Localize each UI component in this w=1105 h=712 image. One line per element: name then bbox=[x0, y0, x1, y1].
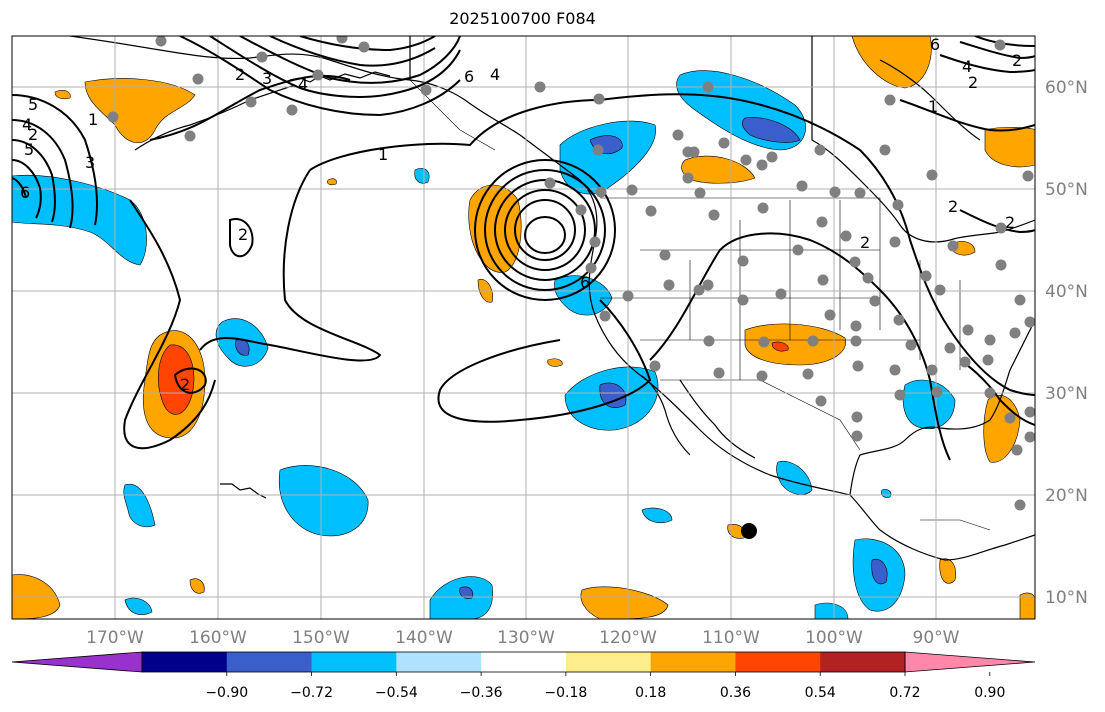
contour-label: 4 bbox=[298, 75, 308, 94]
lon-label: 120°W bbox=[599, 628, 657, 648]
contour-label: 4 bbox=[490, 65, 500, 84]
contour-label: 6 bbox=[464, 67, 474, 86]
colorbar-frame bbox=[141, 651, 906, 673]
map-panel bbox=[12, 36, 1035, 619]
contour-label: 6 bbox=[580, 273, 590, 292]
station-dots bbox=[107, 36, 1035, 511]
lat-label-30n: 30°N bbox=[1045, 384, 1088, 404]
contour-label: 2 bbox=[948, 197, 958, 216]
contour-label-group: 1 2 3 4 5 6 2 1 6 4 2 4 6 2 1 2 3 4 5 6 … bbox=[20, 35, 1022, 394]
lon-label: 90°W bbox=[913, 628, 960, 648]
colorbar-segment bbox=[820, 652, 906, 672]
lon-label: 110°W bbox=[702, 628, 760, 648]
contour-label: 6 bbox=[930, 35, 940, 54]
colorbar-segment bbox=[311, 652, 397, 672]
contour-label: 2 bbox=[860, 233, 870, 252]
latitude-labels: 60°N 50°N 40°N 30°N 20°N 10°N bbox=[1045, 78, 1088, 608]
colorbar-tick-label: −0.18 bbox=[544, 685, 587, 701]
contour-label: 6 bbox=[20, 183, 30, 202]
colorbar-tick-label: −0.36 bbox=[460, 685, 503, 701]
colorbar-segment bbox=[735, 652, 821, 672]
contour-label: 1 bbox=[88, 110, 98, 129]
contour-label: 2 bbox=[1005, 213, 1015, 232]
lon-label: 130°W bbox=[497, 628, 555, 648]
colorbar-tick-label: −0.54 bbox=[375, 685, 418, 701]
contour-label: 2 bbox=[1012, 51, 1022, 70]
political-boundaries bbox=[409, 79, 991, 531]
colorbar-tick-label: 0.90 bbox=[974, 685, 1005, 701]
lon-label: 160°W bbox=[189, 628, 247, 648]
lat-label-20n: 20°N bbox=[1045, 486, 1088, 506]
colorbar-tick-label: 0.54 bbox=[805, 685, 836, 701]
contour-lines bbox=[12, 36, 1035, 461]
colorbar-tick-label: 0.18 bbox=[635, 685, 666, 701]
contour-label: 3 bbox=[85, 153, 95, 172]
colorbar: −0.90 −0.72 −0.54 −0.36 −0.18 0.18 0.36 0.54 0.7… bbox=[11, 651, 1036, 701]
contour-label: 4 bbox=[22, 115, 32, 134]
lat-label-60n: 60°N bbox=[1045, 78, 1088, 98]
lon-label: 140°W bbox=[395, 628, 453, 648]
colorbar-segment bbox=[650, 652, 736, 672]
colorbar-tick-label: 0.36 bbox=[720, 685, 751, 701]
graticule bbox=[12, 36, 1035, 619]
longitude-labels: 170°W 160°W 150°W 140°W 130°W 120°W 110°… bbox=[86, 628, 960, 648]
lat-label-40n: 40°N bbox=[1045, 282, 1088, 302]
map-title: 2025100700 F084 bbox=[449, 9, 596, 28]
colorbar-tick-label: −0.90 bbox=[205, 685, 248, 701]
contour-label: 2 bbox=[180, 375, 190, 394]
contour-label: 4 bbox=[962, 57, 972, 76]
lat-label-10n: 10°N bbox=[1045, 588, 1088, 608]
colorbar-segment bbox=[481, 652, 567, 672]
colorbar-extend-high bbox=[904, 651, 1036, 673]
contour-label: 3 bbox=[262, 69, 272, 88]
colorbar-extend-low bbox=[11, 651, 143, 673]
contour-label: 2 bbox=[968, 73, 978, 92]
contour-label: 5 bbox=[24, 140, 34, 159]
colorbar-segment bbox=[396, 652, 482, 672]
contour-label: 1 bbox=[378, 145, 388, 164]
colorbar-segment bbox=[142, 652, 228, 672]
colorbar-tick-label: −0.72 bbox=[290, 685, 333, 701]
lon-label: 100°W bbox=[805, 628, 863, 648]
contour-label: 2 bbox=[28, 125, 38, 144]
colorbar-segment bbox=[226, 652, 313, 672]
map-frame bbox=[11, 35, 1036, 620]
contour-label: 5 bbox=[28, 95, 38, 114]
tc-position-marker bbox=[741, 523, 757, 539]
colorbar-segment bbox=[565, 652, 652, 672]
contour-label: 2 bbox=[238, 225, 248, 244]
lon-label: 150°W bbox=[292, 628, 350, 648]
lon-label: 170°W bbox=[86, 628, 144, 648]
colorbar-tick-label: 0.72 bbox=[889, 685, 920, 701]
contour-label: 1 bbox=[928, 97, 938, 116]
contour-label: 2 bbox=[235, 65, 245, 84]
lat-label-50n: 50°N bbox=[1045, 180, 1088, 200]
